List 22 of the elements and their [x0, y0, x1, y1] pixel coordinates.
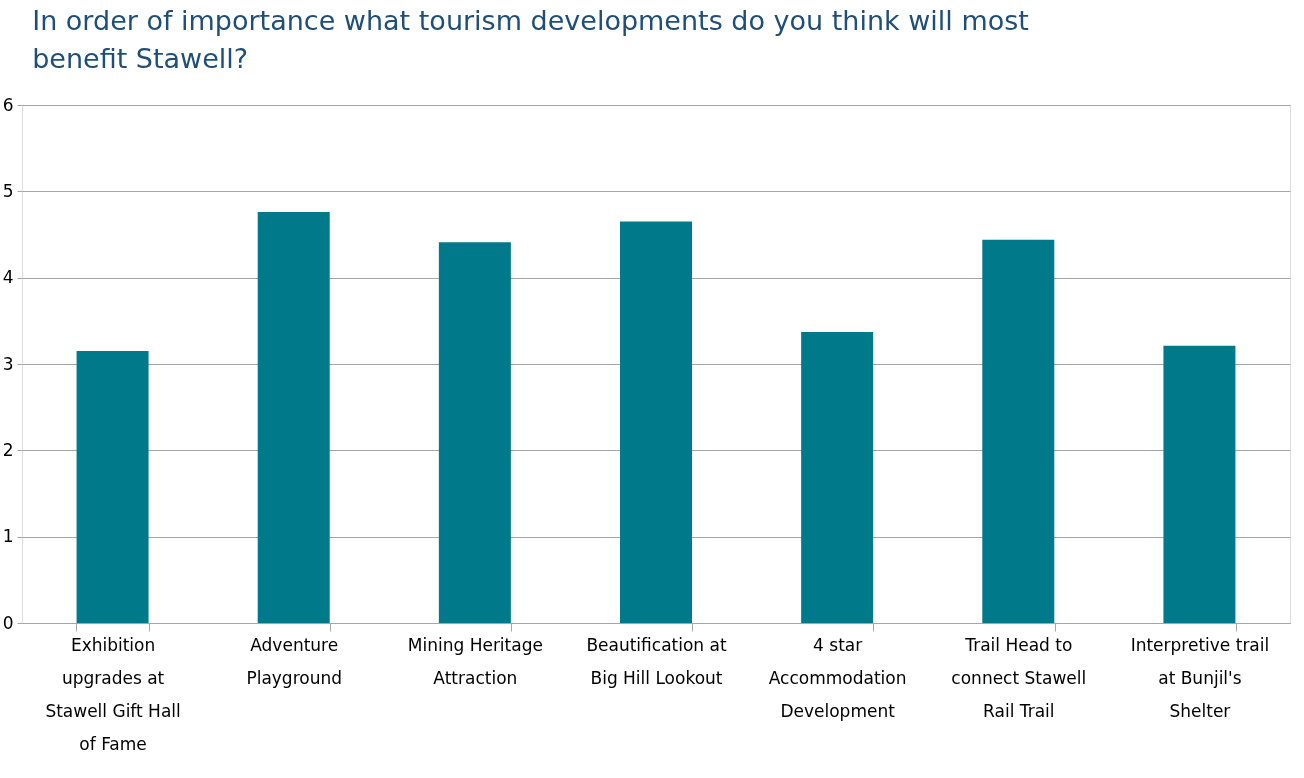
x-tick-label: Adventure Playground [246, 634, 343, 688]
x-tick-label: Beautification at Big Hill Lookout [586, 634, 727, 688]
x-tick-label: Mining Heritage Attraction [407, 634, 543, 688]
y-tick-label: 0 [2, 612, 14, 633]
y-tick-label: 2 [2, 439, 14, 460]
bar [801, 332, 874, 623]
bar [1163, 345, 1236, 623]
x-tick-label: 4 star Accommodation Development [768, 634, 907, 721]
y-tick-label: 3 [2, 353, 14, 374]
bar [76, 351, 149, 623]
y-tick-label: 6 [2, 94, 14, 115]
y-tick-label: 1 [2, 526, 14, 547]
x-tick-label: Trail Head to connect Stawell Rail Trail [951, 634, 1087, 721]
bar [438, 242, 511, 623]
chart-title: In order of importance what tourism developments do you think will most benefit Stawell? [32, 5, 1029, 74]
y-tick-label: 4 [2, 267, 14, 288]
bar [620, 221, 692, 623]
x-tick-label: Exhibition upgrades at Stawell Gift Hall of Fame [45, 634, 181, 754]
x-tick-label: Interpretive trail at Bunjil's Shelter [1130, 634, 1270, 721]
bar [982, 239, 1055, 623]
bar [257, 212, 330, 623]
y-tick-label: 5 [2, 180, 14, 201]
